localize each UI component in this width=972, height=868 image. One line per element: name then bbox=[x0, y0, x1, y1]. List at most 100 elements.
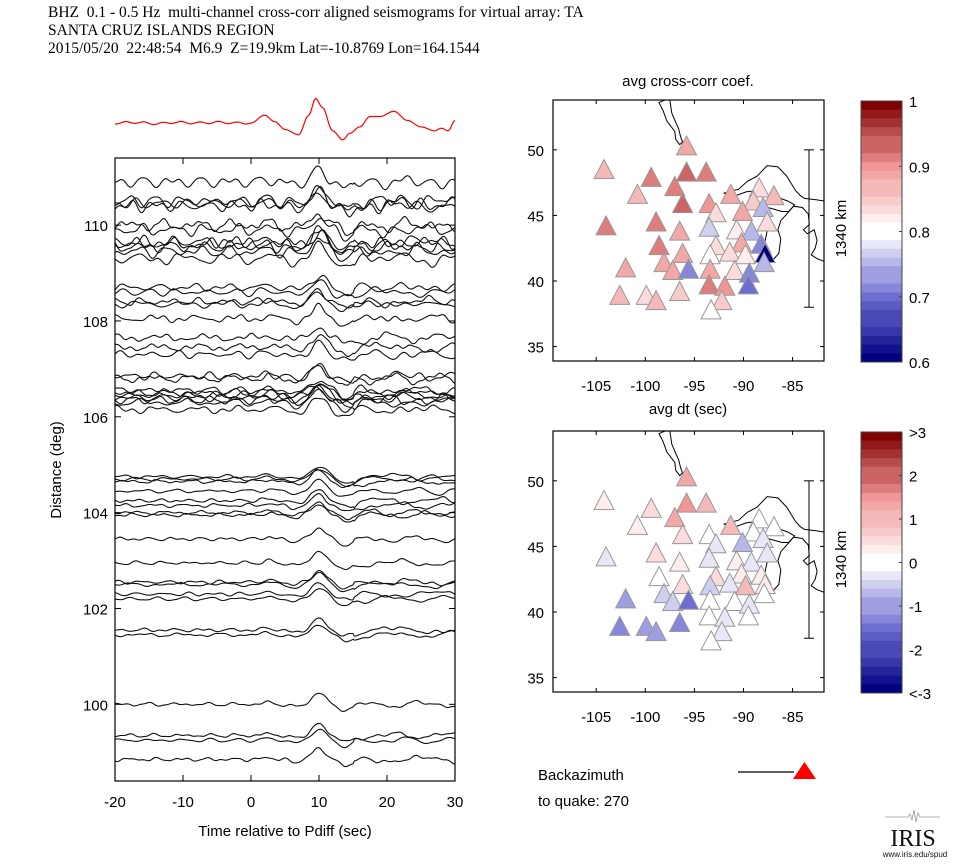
station-marker bbox=[734, 574, 757, 596]
colorbar-swatch bbox=[861, 248, 902, 259]
seismogram-trace bbox=[115, 228, 455, 255]
seismogram-frame bbox=[114, 157, 456, 782]
colorbar-swatch bbox=[861, 527, 902, 537]
x-tick-label: 10 bbox=[311, 794, 328, 811]
colorbar-swatch bbox=[861, 240, 902, 250]
station-marker bbox=[718, 572, 741, 593]
seismogram-trace bbox=[115, 185, 455, 210]
x-tick-label: -95 bbox=[684, 709, 706, 726]
colorbar-swatch bbox=[861, 309, 902, 319]
colorbar-swatch bbox=[861, 510, 902, 520]
colorbar-swatch bbox=[861, 571, 902, 581]
station-marker bbox=[705, 532, 727, 554]
y-tick-label: 35 bbox=[527, 340, 544, 357]
map1-title: avg cross-corr coef. bbox=[622, 73, 754, 90]
scale-bar-label: 1340 km bbox=[833, 531, 850, 589]
station-marker bbox=[723, 590, 746, 612]
colorbar-tick-label: -1 bbox=[909, 599, 922, 616]
station-marker bbox=[675, 492, 698, 513]
colorbar-tick-label: 0.8 bbox=[909, 225, 930, 242]
seismogram-trace bbox=[115, 501, 455, 521]
station-marker bbox=[723, 259, 746, 281]
station-marker bbox=[711, 620, 733, 642]
seismogram-trace bbox=[115, 624, 455, 643]
seismogram-trace bbox=[115, 747, 455, 768]
station-marker bbox=[593, 489, 615, 511]
colorbar-swatch bbox=[861, 318, 902, 328]
seismogram-trace bbox=[115, 380, 455, 401]
x-tick-label: -105 bbox=[581, 378, 611, 395]
colorbar-tick-label: 0 bbox=[909, 556, 917, 573]
station-marker bbox=[677, 589, 700, 610]
station-marker bbox=[719, 514, 742, 535]
station-marker bbox=[711, 289, 733, 311]
seismogram-trace bbox=[115, 364, 455, 386]
map-frame bbox=[552, 99, 825, 362]
seismogram-trace bbox=[115, 489, 455, 509]
seismogram-trace bbox=[115, 478, 455, 497]
station-marker bbox=[671, 573, 694, 594]
colorbar-swatch bbox=[861, 153, 902, 163]
station-marker bbox=[614, 587, 637, 609]
colorbar-tick-label: 2 bbox=[909, 469, 917, 486]
x-tick-label: -90 bbox=[733, 378, 755, 395]
colorbar-swatch bbox=[861, 475, 902, 485]
station-marker bbox=[640, 166, 663, 187]
station-marker bbox=[593, 158, 615, 180]
y-tick-label: 110 bbox=[84, 218, 108, 235]
seismogram-trace bbox=[115, 327, 455, 345]
station-marker bbox=[742, 520, 765, 542]
colorbar-tick-label: 0.9 bbox=[909, 159, 930, 176]
x-tick-label: -10 bbox=[172, 794, 194, 811]
x-tick-label: -85 bbox=[782, 378, 804, 395]
y-tick-label: 40 bbox=[527, 605, 544, 622]
station-marker bbox=[645, 620, 667, 642]
station-marker bbox=[661, 259, 684, 281]
station-marker bbox=[698, 273, 720, 295]
map-content bbox=[593, 100, 824, 320]
seismogram-trace bbox=[115, 550, 455, 571]
station-marker bbox=[595, 214, 617, 236]
seismogram-trace bbox=[115, 334, 455, 357]
coastline bbox=[723, 165, 824, 202]
seismogram-trace bbox=[115, 165, 455, 191]
station-marker bbox=[614, 256, 637, 278]
station-marker bbox=[756, 541, 778, 563]
seismogram-trace bbox=[115, 388, 455, 413]
iris-logo-url: www.iris.edu/spud bbox=[882, 850, 947, 859]
station-marker bbox=[668, 551, 691, 572]
station-marker bbox=[734, 243, 757, 265]
x-tick-label: -85 bbox=[782, 709, 804, 726]
colorbar-swatch bbox=[861, 640, 902, 650]
scale-bar-label: 1340 km bbox=[833, 200, 850, 258]
colorbar-swatch bbox=[861, 327, 902, 337]
station-marker bbox=[671, 242, 694, 263]
colorbar-swatch bbox=[861, 553, 902, 563]
seismogram-panel: -20 -10 0 10 20 30 100 102 104 106 108 110 Time rel… bbox=[48, 157, 463, 840]
header-region: SANTA CRUZ ISLANDS REGION bbox=[48, 22, 275, 39]
station-marker bbox=[695, 492, 718, 513]
colorbar-tick-label: 0.6 bbox=[909, 355, 930, 372]
seismogram-trace bbox=[115, 527, 455, 547]
x-tick-label: -100 bbox=[630, 709, 660, 726]
station-marker bbox=[668, 280, 691, 301]
y-tick-label: 106 bbox=[83, 410, 108, 427]
station-marker bbox=[675, 161, 698, 182]
station-marker bbox=[753, 251, 775, 273]
x-tick-label: 20 bbox=[379, 794, 396, 811]
seismogram-trace bbox=[115, 588, 455, 607]
station-marker bbox=[648, 234, 670, 256]
colorbar-swatch bbox=[861, 623, 902, 633]
station-marker bbox=[668, 611, 691, 632]
y-tick-label: 108 bbox=[83, 314, 108, 331]
colorbar-swatch bbox=[861, 579, 902, 590]
colorbar-swatch bbox=[861, 222, 902, 232]
station-marker bbox=[731, 531, 754, 552]
iris-logo-text: IRIS bbox=[890, 826, 935, 852]
station-marker bbox=[698, 547, 720, 568]
colorbar-swatch bbox=[861, 588, 902, 598]
station-marker bbox=[677, 258, 700, 279]
station-marker bbox=[719, 183, 742, 204]
colorbar-swatch bbox=[861, 353, 902, 363]
